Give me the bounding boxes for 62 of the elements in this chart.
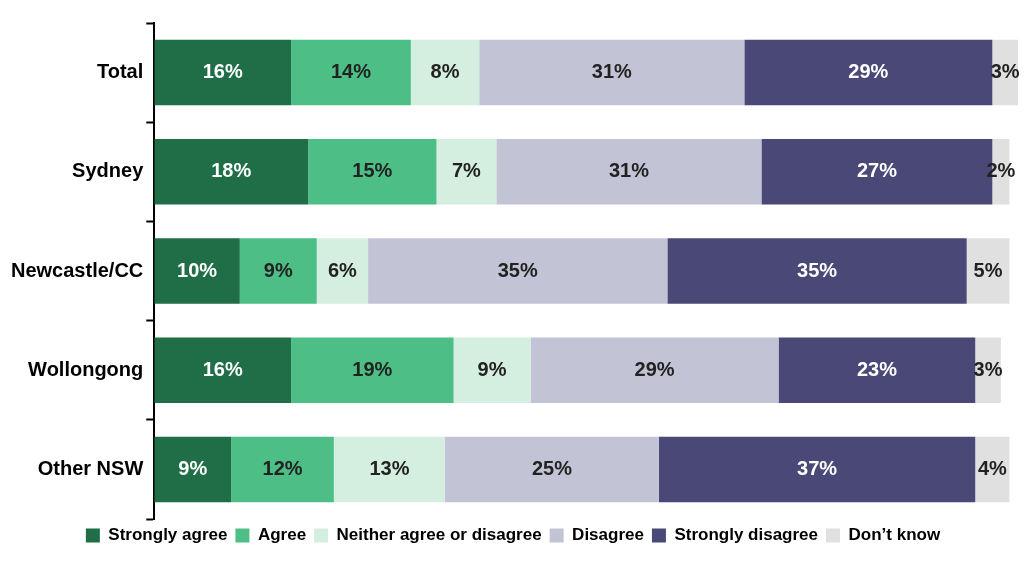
bar (530, 337, 779, 403)
bar (368, 238, 668, 304)
bar (239, 238, 317, 304)
legend-label: Don’t know (848, 525, 941, 545)
legend-label: Neither agree or disagree (336, 525, 542, 545)
data-label: 31% (608, 159, 650, 182)
data-label: 29% (634, 357, 675, 380)
bar (291, 337, 454, 403)
bar (154, 39, 292, 106)
bar (658, 436, 976, 503)
data-label: 13% (369, 456, 410, 479)
data-label: 5% (973, 258, 1003, 281)
data-label: 12% (262, 456, 303, 479)
data-label: 35% (497, 258, 538, 281)
data-label: 18% (211, 159, 252, 182)
bar (445, 436, 659, 503)
y-tick-label: Total (96, 60, 144, 83)
data-label: 19% (352, 357, 393, 380)
data-label: 4% (977, 456, 1008, 479)
y-tick-label: Wollongong (28, 357, 144, 380)
y-tick-label: Sydney (72, 159, 145, 182)
data-label: 25% (531, 456, 573, 479)
data-label: 9% (263, 258, 293, 281)
bar (154, 337, 292, 403)
legend-label: Strongly agree (108, 525, 228, 545)
data-label: 6% (327, 258, 358, 281)
data-label: 31% (591, 60, 633, 83)
bar (496, 139, 762, 205)
bar (154, 436, 232, 503)
data-label: 9% (477, 357, 507, 380)
bar (154, 238, 240, 304)
bar (436, 139, 497, 205)
data-label: 10% (177, 258, 218, 281)
y-tick-label: Newcastle/CC (10, 258, 144, 281)
data-label: 7% (451, 159, 482, 182)
bar (410, 39, 480, 106)
bar (316, 238, 369, 304)
bar (744, 39, 993, 106)
bar (231, 436, 334, 503)
legend-label: Strongly disagree (674, 525, 819, 545)
y-tick-label: Other NSW (37, 456, 144, 479)
legend-label: Agree (257, 525, 307, 545)
bar (333, 436, 446, 503)
legend-label: Disagree (572, 525, 644, 545)
data-label: 29% (848, 60, 889, 83)
data-label: 16% (202, 60, 243, 83)
bar (778, 337, 976, 403)
data-label: 16% (202, 357, 243, 380)
data-label: 35% (797, 258, 838, 281)
data-label: 15% (352, 159, 393, 182)
bar (154, 139, 309, 205)
bar (479, 39, 745, 106)
bar (453, 337, 531, 403)
data-label: 23% (856, 357, 898, 380)
data-label: 37% (797, 456, 838, 479)
bar (291, 39, 411, 106)
bar (308, 139, 437, 205)
data-label: 14% (330, 60, 372, 83)
bar (667, 238, 967, 304)
data-label: 8% (430, 60, 460, 83)
data-label: 27% (856, 159, 898, 182)
data-label: 9% (178, 456, 208, 479)
